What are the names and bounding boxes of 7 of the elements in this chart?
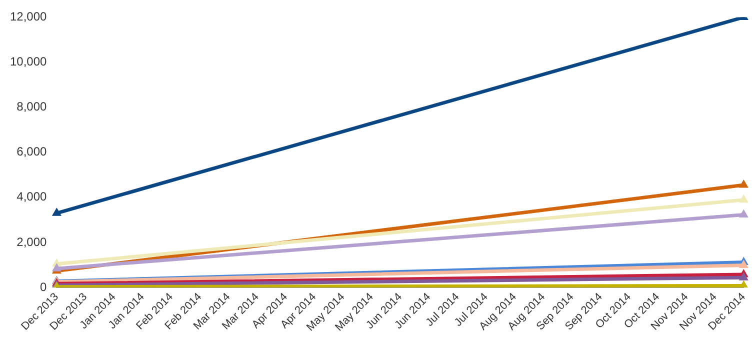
y-tick-label: 8,000: [16, 100, 48, 114]
y-tick-label: 4,000: [16, 190, 48, 204]
y-tick-label: 12,000: [10, 10, 48, 24]
y-tick-label: 6,000: [16, 144, 48, 159]
y-tick-label: 0: [40, 280, 48, 294]
y-tick-label: 2,000: [16, 234, 48, 249]
y-tick-label: 10,000: [10, 54, 48, 69]
